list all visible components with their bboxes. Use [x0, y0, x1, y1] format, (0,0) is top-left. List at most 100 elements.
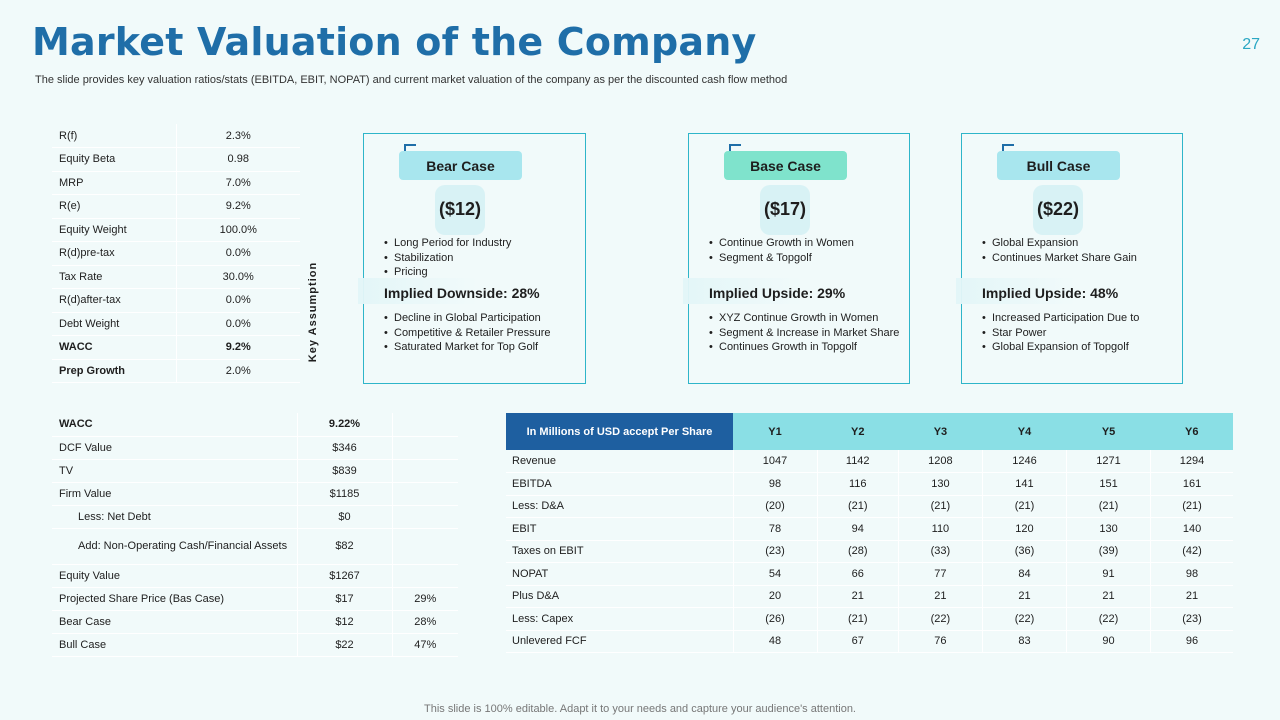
- table-row: Less: Capex (26) (21) (22) (22) (22) (23): [506, 607, 1233, 631]
- assumptions-table: R(f) 2.3% Equity Beta 0.98 MRP 7.0% R(e) 9.2…: [52, 124, 300, 383]
- continuation-text: Segment & Increase in Market Share: [719, 326, 900, 339]
- list-item: Segment & Topgolf: [709, 251, 903, 266]
- table-row: Unlevered FCF 48 67 76 83 90 96: [506, 630, 1233, 653]
- param-value: 0.0%: [176, 241, 300, 266]
- val-label: Firm Value: [52, 482, 297, 506]
- table-row: Firm Value $1185: [52, 482, 458, 506]
- list-item: Long Period for Industry: [384, 236, 579, 251]
- param-label: Tax Rate: [52, 265, 177, 289]
- val-label: Projected Share Price (Bas Case): [52, 587, 297, 611]
- val-pct: 28%: [392, 610, 458, 634]
- fcf-row-label: Less: D&A: [506, 495, 733, 518]
- fcf-row-label: Taxes on EBIT: [506, 540, 733, 563]
- table-row: Plus D&A 20 21 21 21 21 21: [506, 585, 1233, 608]
- case-risks: XYZ Continue Growth in Women Segment & I…: [709, 311, 903, 355]
- fcf-cell: 54: [732, 562, 818, 586]
- fcf-cell: 130: [897, 472, 983, 496]
- fcf-cell: 94: [816, 517, 899, 541]
- case-drivers: Continue Growth in Women Segment & Topgo…: [709, 236, 903, 265]
- table-row: Less: D&A (20) (21) (21) (21) (21) (21): [506, 495, 1233, 518]
- param-value: 2.0%: [176, 359, 300, 383]
- list-item: XYZ Continue Growth in Women: [709, 311, 903, 326]
- case-price: ($22): [1036, 199, 1080, 219]
- param-label: Equity Beta: [52, 147, 177, 172]
- val-value: $22: [296, 633, 393, 657]
- case-label: Base Case: [724, 151, 847, 180]
- fcf-cell: (26): [732, 607, 818, 631]
- implied-highlight: [956, 278, 1076, 304]
- table-row: EBITDA 98 116 130 141 151 161: [506, 472, 1233, 496]
- val-label: WACC: [52, 413, 297, 437]
- val-pct: [392, 459, 458, 483]
- fcf-cell: 91: [1066, 562, 1151, 586]
- table-row: Prep Growth 2.0%: [52, 359, 300, 383]
- page-title: Market Valuation of the Company: [32, 20, 757, 64]
- year-header: Y5: [1066, 413, 1151, 450]
- fcf-cell: 140: [1150, 517, 1233, 541]
- param-label: R(f): [52, 124, 177, 148]
- param-label: Debt Weight: [52, 312, 177, 336]
- val-pct: [392, 482, 458, 506]
- fcf-cell: (22): [1066, 607, 1151, 631]
- param-value: 2.3%: [176, 124, 300, 148]
- fcf-cell: 21: [981, 585, 1067, 608]
- val-label: Add: Non-Operating Cash/Financial Assets: [52, 528, 297, 565]
- fcf-cell: 1246: [981, 450, 1067, 473]
- table-row: MRP 7.0%: [52, 171, 300, 195]
- param-label: MRP: [52, 171, 177, 195]
- case-risks: Decline in Global Participation Competit…: [384, 311, 579, 355]
- fcf-cell: (33): [897, 540, 983, 563]
- list-item: Continues Market Share Gain: [982, 251, 1176, 266]
- fcf-cell: (39): [1066, 540, 1151, 563]
- fcf-cell: 110: [897, 517, 983, 541]
- table-row: WACC 9.22%: [52, 413, 458, 437]
- fcf-cell: 98: [1150, 562, 1233, 586]
- table-row: EBIT 78 94 110 120 130 140: [506, 517, 1233, 541]
- fcf-cell: 48: [732, 630, 818, 653]
- fcf-cell: 1271: [1066, 450, 1151, 473]
- val-value: $82: [296, 528, 393, 565]
- page-number: 27: [1242, 36, 1260, 53]
- val-pct: [392, 413, 458, 437]
- implied-highlight: [683, 278, 803, 304]
- fcf-cell: 98: [732, 472, 818, 496]
- case-label: Bull Case: [997, 151, 1120, 180]
- table-row: Add: Non-Operating Cash/Financial Assets…: [52, 528, 458, 565]
- list-item: Decline in Global Participation: [384, 311, 579, 326]
- list-item-continuation: Star Power: [982, 326, 1176, 341]
- fcf-cell: 21: [1066, 585, 1151, 608]
- table-row: DCF Value $346: [52, 436, 458, 460]
- table-row: WACC 9.2%: [52, 335, 300, 360]
- list-item: Stabilization: [384, 251, 579, 266]
- table-row: Equity Beta 0.98: [52, 147, 300, 172]
- list-item: Pricing: [384, 265, 579, 280]
- fcf-cell: (42): [1150, 540, 1233, 563]
- fcf-cell: 1294: [1150, 450, 1233, 473]
- val-label: Less: Net Debt: [52, 505, 297, 529]
- fcf-row-label: EBITDA: [506, 472, 733, 496]
- fcf-cell: 78: [732, 517, 818, 541]
- param-label: R(e): [52, 194, 177, 219]
- fcf-body: Revenue 1047 1142 1208 1246 1271 1294 EBITDA 98 1…: [506, 450, 1233, 653]
- fcf-cell: (23): [1150, 607, 1233, 631]
- bear-case-card: Bear Case ($12) Long Period for Industry…: [358, 133, 586, 384]
- list-item: Continues Growth in Topgolf: [709, 340, 903, 355]
- table-row: Less: Net Debt $0: [52, 505, 458, 529]
- list-item: Saturated Market for Top Golf: [384, 340, 579, 355]
- case-price: ($17): [763, 199, 807, 219]
- val-value: $346: [296, 436, 393, 460]
- fcf-cell: 21: [897, 585, 983, 608]
- val-value: $1267: [296, 564, 393, 588]
- fcf-cell: (20): [732, 495, 818, 518]
- param-value: 0.98: [176, 147, 300, 172]
- fcf-cell: 76: [897, 630, 983, 653]
- list-item-continuation: Segment & Increase in Market Share: [709, 326, 903, 341]
- table-row: Equity Value $1267: [52, 564, 458, 588]
- case-drivers: Global Expansion Continues Market Share …: [982, 236, 1176, 265]
- fcf-table: In Millions of USD accept Per Share Y1 Y…: [506, 413, 1233, 653]
- val-value: $12: [296, 610, 393, 634]
- case-drivers: Long Period for Industry Stabilization P…: [384, 236, 579, 280]
- year-header: Y3: [898, 413, 983, 450]
- param-label: Prep Growth: [52, 359, 177, 383]
- fcf-cell: 1047: [732, 450, 818, 473]
